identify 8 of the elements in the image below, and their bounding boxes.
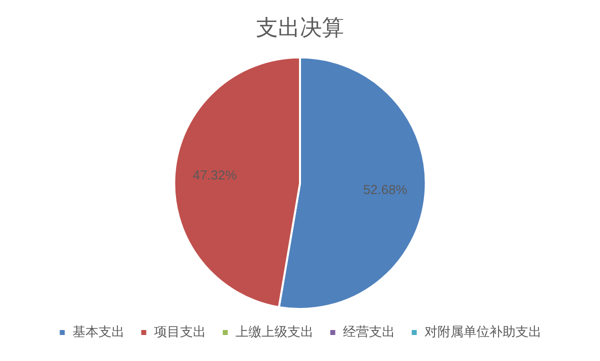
chart-title: 支出决算 (256, 16, 344, 41)
legend-label: 对附属单位补助支出 (424, 324, 542, 340)
legend-label: 项目支出 (154, 324, 206, 340)
data-label: 52.68% (363, 182, 408, 197)
legend-label: 经营支出 (342, 324, 395, 340)
data-label: 47.32% (192, 168, 238, 183)
legend-label: 上缴上级支出 (235, 324, 314, 340)
legend-label: 基本支出 (72, 324, 124, 340)
